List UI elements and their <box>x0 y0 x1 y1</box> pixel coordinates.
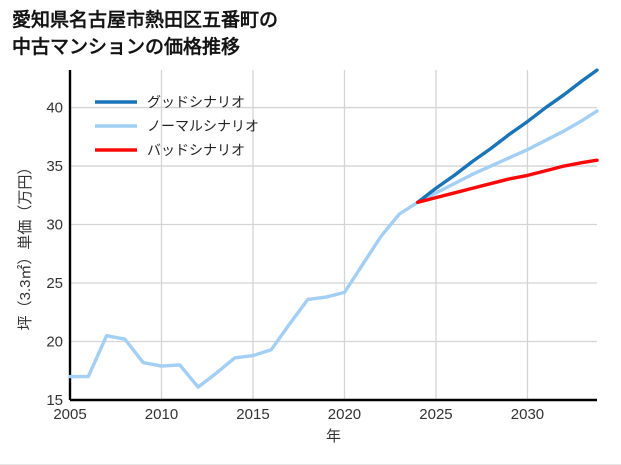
y-axis-tick-label: 35 <box>46 158 63 175</box>
series-line-normal <box>68 109 599 389</box>
chart-title: 愛知県名古屋市熱田区五番町の 中古マンションの価格推移 <box>12 8 278 62</box>
chart-title-line1: 愛知県名古屋市熱田区五番町の <box>12 10 279 31</box>
x-axis-tick-label: 2015 <box>236 406 269 423</box>
y-axis-tick-label: 30 <box>46 217 63 234</box>
legend-label-normal: ノーマルシナリオ <box>147 118 259 134</box>
legend-label-bad: バッドシナリオ <box>147 142 245 158</box>
chart-title-line2: 中古マンションの価格推移 <box>12 36 241 58</box>
x-axis-title: 年 <box>326 428 341 445</box>
y-axis-tick-label: 20 <box>46 334 63 351</box>
y-axis-tick-label: 40 <box>46 100 63 117</box>
y-axis-tick-label: 15 <box>46 392 63 409</box>
y-axis-tick-label: 25 <box>46 275 63 292</box>
x-axis-tick-label: 2005 <box>53 406 86 423</box>
x-axis-tick-label: 2010 <box>145 406 178 423</box>
series-line-good <box>415 68 599 205</box>
x-axis-tick-label: 2025 <box>419 406 452 423</box>
x-axis-tick-label: 2030 <box>511 406 544 423</box>
series-line-bad <box>415 158 599 205</box>
y-axis-title: 坪（3.3㎡）単価（万円） <box>17 160 34 331</box>
x-axis-tick-label: 2020 <box>328 406 361 423</box>
legend-label-good: グッドシナリオ <box>147 94 245 110</box>
